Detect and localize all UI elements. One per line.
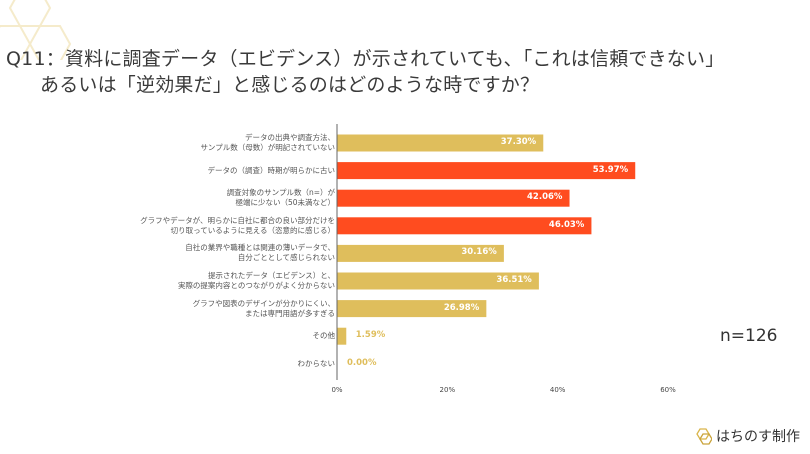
category-label-line: 自社の業界や職種とは関連の薄いデータで、 — [185, 243, 335, 253]
category-label-line: サンプル数（母数）が明記されていない — [200, 143, 335, 152]
category-label-line: データの（調査）時期が明らかに古い — [207, 165, 336, 175]
title-line-2: あるいは「逆効果だ」と感じるのはどのような時ですか？ — [40, 74, 540, 96]
category-label-line: わからない — [297, 358, 336, 368]
category-label-line: 調査対象のサンプル数（n=）が — [226, 188, 335, 198]
category-label-line: グラフやデータが、明らかに自社に都合の良い部分だけを — [140, 215, 335, 225]
category-label: 提示されたデータ（エビデンス）と、 実際の提案内容とのつながりがよく分からない — [178, 271, 335, 291]
category-label-line: 自分ごととして感じられない — [237, 253, 335, 263]
category-label: わからない — [298, 359, 336, 369]
logo-text: はちのす制作 — [716, 429, 800, 445]
value-label: 26.98% — [443, 302, 480, 313]
x-tick-label: 40% — [549, 386, 566, 394]
logo: はちのす制作 — [694, 426, 800, 446]
category-label-line: 切り取っているように見える（恣意的に感じる） — [170, 225, 335, 235]
bar — [337, 244, 504, 262]
category-label-line: 提示されたデータ（エビデンス）と、 — [207, 271, 335, 280]
value-label: 30.16% — [461, 247, 497, 258]
category-label-line: 実際の提案内容とのつながりがよく分からない — [177, 281, 335, 290]
category-label: 自社の業界や職種とは関連の薄いデータで、 自分ごととして感じられない — [185, 243, 335, 263]
category-label: データの（調査）時期が明らかに古い — [208, 166, 336, 176]
bar — [337, 327, 347, 345]
category-label: 調査対象のサンプル数（n=）が 極端に少ない（50未満など） — [227, 188, 335, 208]
value-label: 37.30% — [500, 137, 537, 147]
bar — [337, 189, 570, 207]
honeycomb-logo-icon — [696, 428, 712, 445]
category-label-line: または専門用語が多すぎる — [245, 308, 335, 318]
value-label: 36.51% — [496, 275, 532, 285]
value-label: 1.59% — [355, 330, 386, 341]
value-label: 42.06% — [527, 192, 563, 203]
category-label: グラフやデータが、明らかに自社に都合の良い部分だけを 切り取っているように見える（… — [140, 216, 335, 236]
category-label: グラフや図表のデザインが分かりにくい、 または専門用語が多すぎる — [193, 299, 335, 319]
bar — [337, 300, 487, 318]
category-label: データの出典や調査方法、 サンプル数（母数）が明記されていない — [200, 133, 335, 153]
category-label-line: 極端に少ない（50未満など） — [235, 198, 335, 208]
bar — [337, 217, 592, 235]
category-label-line: グラフや図表のデザインが分かりにくい、 — [192, 298, 335, 308]
bar — [337, 162, 636, 180]
honeycomb-decoration — [0, 0, 72, 60]
value-label: 53.97% — [592, 164, 629, 175]
title-line-1: Q11：資料に調査データ（エビデンス）が示されていても、「これは信頼できない」 — [6, 48, 725, 70]
bar — [337, 272, 539, 290]
x-tick-label: 0% — [331, 386, 343, 394]
sample-size: n=126 — [720, 326, 778, 346]
value-label: 46.03% — [548, 219, 585, 230]
x-tick-label: 60% — [660, 386, 676, 394]
category-label-line: その他 — [312, 331, 336, 341]
category-label: その他 — [313, 331, 336, 341]
x-tick-label: 20% — [439, 386, 456, 394]
bar — [337, 134, 544, 152]
category-label-line: データの出典や調査方法、 — [245, 133, 335, 142]
value-label: 0.00% — [347, 357, 377, 368]
